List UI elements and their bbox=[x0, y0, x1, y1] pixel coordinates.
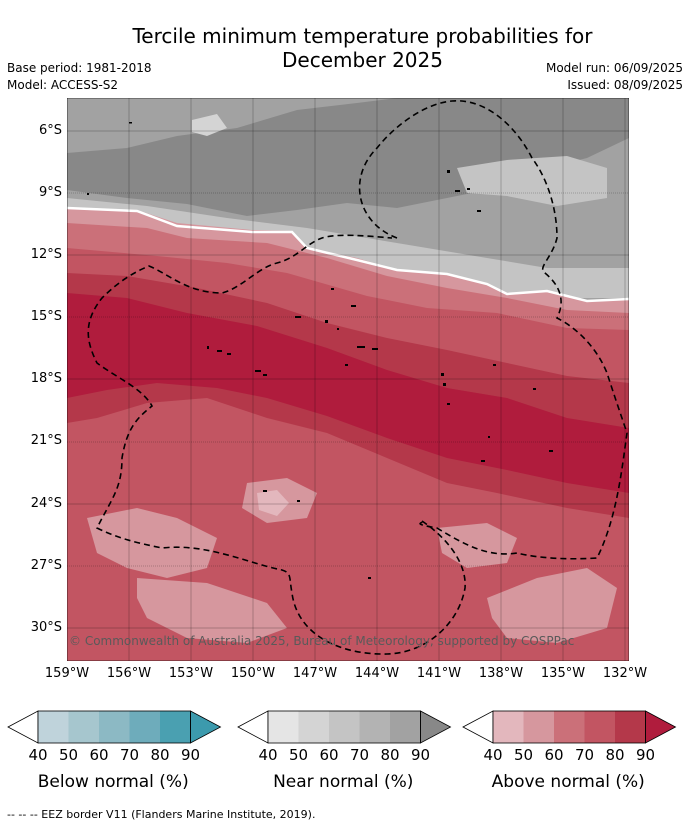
probability-map bbox=[67, 98, 629, 661]
meta-right: Model run: 06/09/2025 Issued: 08/09/2025 bbox=[546, 60, 683, 94]
colorbar-tick: 60 bbox=[544, 746, 564, 764]
latitude-label: 30°S bbox=[30, 620, 62, 635]
colorbar-tick: 70 bbox=[119, 746, 140, 764]
grid-lines bbox=[67, 98, 629, 661]
colorbar-tick: 80 bbox=[605, 746, 625, 764]
colorbar-tick: 90 bbox=[410, 746, 431, 764]
colorbar-high-arrow bbox=[645, 710, 677, 744]
title-line-1: Tercile minimum temperature probabilitie… bbox=[132, 24, 593, 48]
colorbar-segment bbox=[68, 711, 99, 743]
colorbar-segment bbox=[329, 711, 360, 743]
longitude-label: 138°W bbox=[478, 666, 524, 681]
colorbar-segment bbox=[493, 711, 524, 743]
colorbar-segment bbox=[390, 711, 421, 743]
above-normal-light-south-2 bbox=[487, 568, 617, 643]
title-line-2: December 2025 bbox=[282, 48, 443, 72]
eez-borders bbox=[87, 100, 628, 655]
colorbar-segment bbox=[554, 711, 585, 743]
base-period: Base period: 1981-2018 bbox=[7, 61, 152, 75]
longitude-label: 144°W bbox=[354, 666, 400, 681]
tercile-boundary-line bbox=[67, 206, 629, 303]
latitude-label: 27°S bbox=[30, 558, 62, 573]
issued-date: Issued: 08/09/2025 bbox=[567, 78, 683, 92]
longitude-label: 159°W bbox=[44, 666, 90, 681]
latitude-label: 12°S bbox=[30, 247, 62, 262]
colorbar-tick: 50 bbox=[58, 746, 79, 764]
latitude-label: 18°S bbox=[30, 371, 62, 386]
colorbar-segment bbox=[129, 711, 160, 743]
model-run: Model run: 06/09/2025 bbox=[545, 61, 683, 75]
colorbar-tick: 40 bbox=[483, 746, 503, 764]
colorbar-segment bbox=[268, 711, 299, 743]
copyright-notice: © Commonwealth of Australia 2025, Bureau… bbox=[69, 634, 575, 648]
colorbar-tick: 40 bbox=[258, 746, 278, 764]
colorbar bbox=[7, 710, 222, 744]
colorbar-segment bbox=[615, 711, 646, 743]
near-normal-light-patch bbox=[457, 156, 607, 206]
colorbar-segment bbox=[38, 711, 69, 743]
longitude-label: 147°W bbox=[292, 666, 338, 681]
colorbar-segment bbox=[359, 711, 390, 743]
above-normal-light-south bbox=[137, 578, 287, 643]
colorbar-label: Above normal (%) bbox=[491, 772, 645, 792]
longitude-label: 141°W bbox=[416, 666, 462, 681]
longitude-label: 153°W bbox=[168, 666, 214, 681]
meta-left: Base period: 1981-2018 Model: ACCESS-S2 bbox=[7, 60, 152, 94]
colorbar-tick: 90 bbox=[635, 746, 656, 764]
colorbar-low-arrow bbox=[462, 710, 494, 744]
colorbar-tick: 70 bbox=[574, 746, 595, 764]
eez-footnote: -- -- -- EEZ border V11 (Flanders Marine… bbox=[7, 808, 316, 821]
islands bbox=[87, 122, 553, 579]
latitude-label: 15°S bbox=[30, 309, 62, 324]
colorbar-label: Below normal (%) bbox=[37, 772, 189, 792]
colorbar-label: Near normal (%) bbox=[273, 772, 414, 792]
colorbar-tick: 90 bbox=[180, 746, 201, 764]
above-normal-80 bbox=[67, 293, 629, 493]
above-normal-light-patch bbox=[87, 508, 217, 578]
colorbar-low-arrow bbox=[7, 710, 39, 744]
colorbar-tick: 40 bbox=[28, 746, 48, 764]
colorbar-tick: 50 bbox=[513, 746, 534, 764]
near-normal-light-patch-2 bbox=[192, 114, 227, 136]
colorbar-segment bbox=[523, 711, 554, 743]
colorbar-tick: 60 bbox=[319, 746, 339, 764]
colorbar-tick: 80 bbox=[150, 746, 170, 764]
colorbar-segment bbox=[298, 711, 329, 743]
colorbar bbox=[462, 710, 677, 744]
colorbar-high-arrow bbox=[190, 710, 222, 744]
latitude-label: 21°S bbox=[30, 433, 62, 448]
colorbar-high-arrow bbox=[420, 710, 452, 744]
longitude-label: 132°W bbox=[602, 666, 648, 681]
colorbar-low-arrow bbox=[237, 710, 269, 744]
colorbar-tick: 70 bbox=[349, 746, 370, 764]
longitude-label: 135°W bbox=[540, 666, 586, 681]
colorbar-segment bbox=[160, 711, 191, 743]
longitude-label: 150°W bbox=[230, 666, 276, 681]
model-name: Model: ACCESS-S2 bbox=[7, 78, 119, 92]
longitude-label: 156°W bbox=[106, 666, 152, 681]
map-title: Tercile minimum temperature probabilitie… bbox=[0, 24, 690, 72]
latitude-label: 9°S bbox=[38, 185, 62, 200]
colorbar bbox=[237, 710, 452, 744]
colorbar-tick: 50 bbox=[288, 746, 309, 764]
colorbar-tick: 80 bbox=[380, 746, 400, 764]
colorbar-segment bbox=[584, 711, 615, 743]
colorbar-segment bbox=[99, 711, 130, 743]
latitude-label: 24°S bbox=[30, 496, 62, 511]
latitude-label: 6°S bbox=[38, 123, 62, 138]
colorbar-tick: 60 bbox=[89, 746, 109, 764]
above-normal-lightest-patch bbox=[257, 490, 289, 516]
